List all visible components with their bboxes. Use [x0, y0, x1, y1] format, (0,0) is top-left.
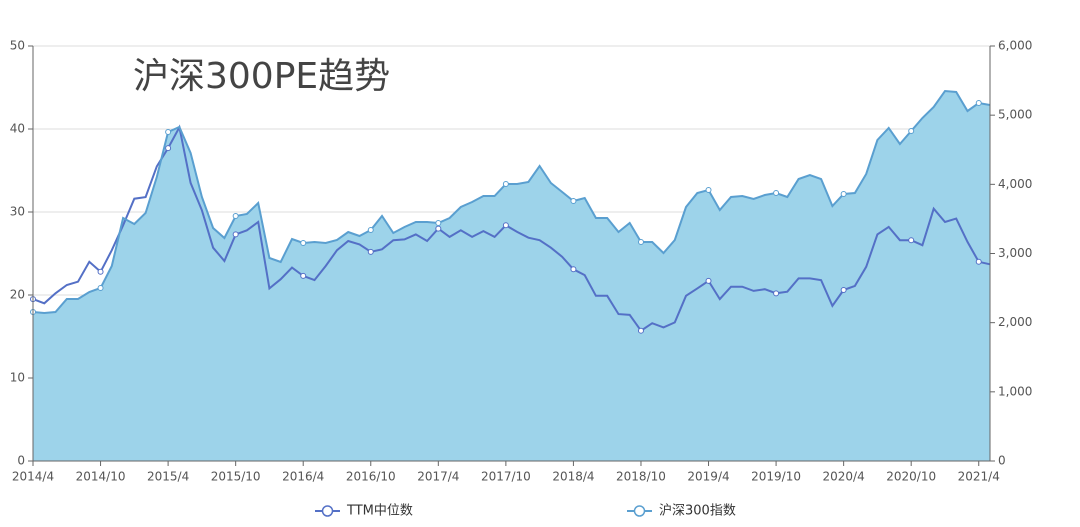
y2-tick-label: 1,000	[998, 384, 1032, 398]
x-tick-label: 2015/4	[147, 470, 189, 484]
x-tick-label: 2016/10	[346, 470, 396, 484]
point	[165, 145, 172, 152]
x-tick-label: 2020/4	[823, 470, 865, 484]
series-line	[32, 89, 991, 315]
point	[232, 213, 239, 220]
y2-tick-label: 0	[998, 454, 1006, 468]
point	[367, 248, 374, 255]
point	[435, 225, 442, 232]
point	[975, 99, 982, 106]
y-tick-label: 40	[10, 122, 25, 136]
y2-tick-label: 4,000	[998, 177, 1032, 191]
point	[435, 219, 442, 226]
point	[840, 191, 847, 198]
legend-marker	[321, 505, 334, 517]
x-tick-label: 2014/4	[12, 470, 54, 484]
point	[367, 226, 374, 233]
point	[232, 231, 239, 238]
point	[97, 285, 104, 292]
legend-marker	[633, 505, 646, 517]
legend-label: 沪深300指数	[659, 503, 736, 519]
point	[300, 239, 307, 246]
point	[502, 222, 509, 229]
point	[705, 187, 712, 194]
plot-area	[33, 45, 990, 462]
y2-tick-label: 3,000	[998, 246, 1032, 260]
y2-tick-label: 6,000	[998, 39, 1032, 53]
legend-item[interactable]: 沪深300指数	[627, 503, 736, 519]
point	[908, 128, 915, 135]
series-line	[32, 124, 991, 333]
y-tick-label: 0	[17, 454, 25, 468]
point	[975, 258, 982, 265]
point	[570, 266, 577, 273]
point	[165, 129, 172, 136]
legend-label: TTM中位数	[346, 504, 413, 519]
x-tick-label: 2019/4	[687, 470, 729, 484]
y-tick-label: 50	[10, 39, 25, 53]
point	[773, 189, 780, 196]
point	[570, 198, 577, 205]
point	[637, 327, 644, 334]
x-tick-label: 2015/10	[211, 470, 261, 484]
legend-item[interactable]: TTM中位数	[315, 504, 413, 519]
y-tick-label: 10	[10, 371, 25, 385]
x-tick-label: 2017/4	[417, 470, 459, 484]
point	[502, 180, 509, 187]
x-tick-label: 2017/10	[481, 470, 531, 484]
point	[705, 277, 712, 284]
y-tick-label: 20	[10, 288, 25, 302]
x-tick-label: 2019/10	[751, 470, 801, 484]
area	[33, 91, 990, 461]
y-tick-label: 30	[10, 205, 25, 219]
y2-tick-label: 2,000	[998, 315, 1032, 329]
x-tick-label: 2018/10	[616, 470, 666, 484]
x-tick-label: 2016/4	[282, 470, 324, 484]
x-tick-label: 2018/4	[552, 470, 594, 484]
point	[637, 239, 644, 246]
x-tick-label: 2020/10	[886, 470, 936, 484]
point	[773, 290, 780, 297]
y2-tick-label: 5,000	[998, 108, 1032, 122]
x-tick-label: 2014/10	[76, 470, 126, 484]
point	[97, 268, 104, 275]
point	[840, 287, 847, 294]
point	[908, 237, 915, 244]
point	[300, 272, 307, 279]
x-tick-label: 2021/4	[958, 470, 1000, 484]
chart-title: 沪深300PE趋势	[133, 56, 390, 97]
